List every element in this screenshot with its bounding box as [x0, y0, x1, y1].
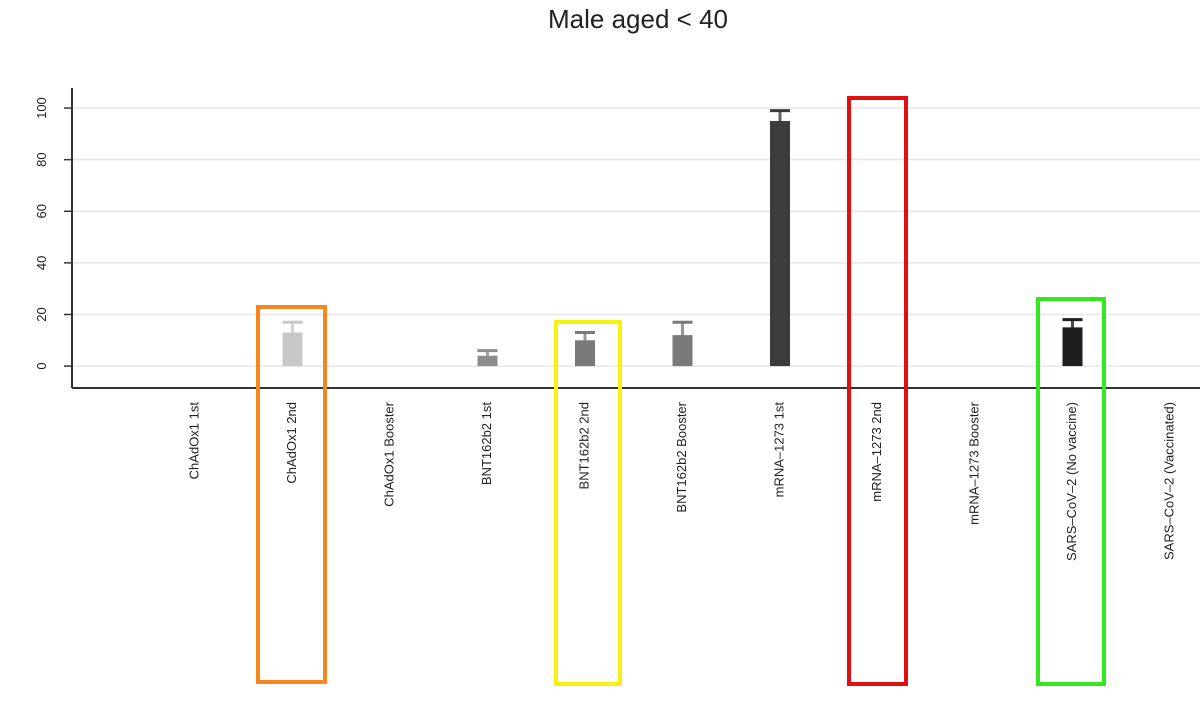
x-tick-label: BNT162b2 Booster: [674, 401, 689, 512]
x-tick-label: SARS–CoV–2 (No vaccine): [1064, 402, 1079, 561]
highlight-box: [847, 96, 908, 686]
y-tick-label: 100: [34, 97, 49, 119]
x-tick-label: ChAdOx1 1st: [186, 402, 201, 480]
highlight-box: [256, 305, 327, 684]
chart-title: Male aged < 40: [548, 4, 728, 34]
bar: [770, 120, 790, 367]
y-tick-label: 80: [34, 152, 49, 166]
highlight-box: [1036, 297, 1106, 686]
x-tick-label: mRNA–1273 2nd: [869, 402, 884, 502]
x-tick-label: ChAdOx1 2nd: [284, 402, 299, 484]
x-tick-label: BNT162b2 2nd: [576, 402, 591, 489]
x-tick-label: BNT162b2 1st: [479, 402, 494, 485]
highlight-box: [554, 320, 622, 686]
x-tick-label: mRNA–1273 Booster: [966, 401, 981, 525]
y-tick-label: 20: [34, 307, 49, 321]
x-tick-label: mRNA–1273 1st: [771, 402, 786, 498]
plot: 0 20 40 60 80 100 ChAdOx1 1st ChAdOx1 2nd ChAdOx…: [34, 97, 1200, 561]
y-tick-label: 40: [34, 256, 49, 270]
x-tick-label: ChAdOx1 Booster: [381, 401, 396, 506]
bar: [282, 332, 303, 367]
y-tick-label: 0: [34, 362, 49, 369]
y-tick-label: 60: [34, 204, 49, 218]
x-tick-label: SARS–CoV–2 (Vaccinated): [1161, 402, 1176, 560]
